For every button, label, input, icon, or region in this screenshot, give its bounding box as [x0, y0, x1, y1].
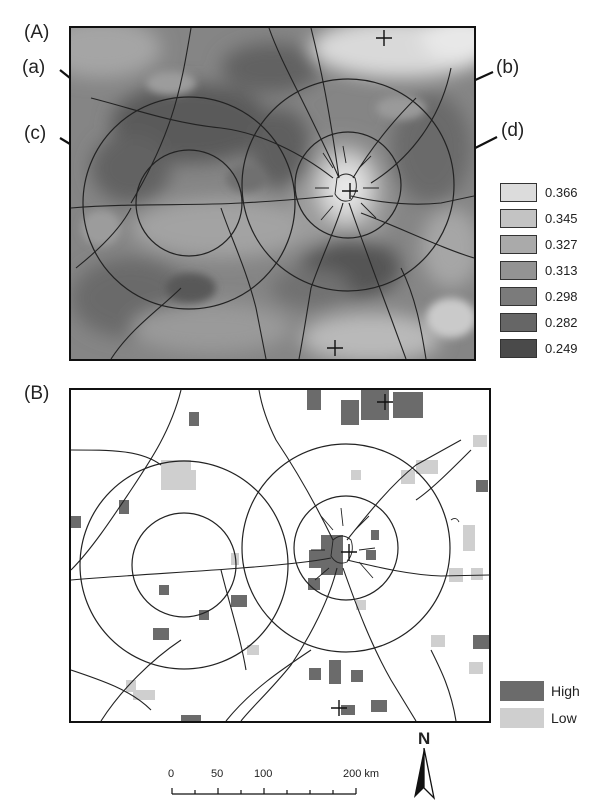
north-arrow-icon [408, 748, 440, 800]
north-arrow-label: N [418, 730, 430, 747]
scale-label-0: 0 [168, 768, 174, 780]
scale-label-50: 50 [211, 768, 223, 780]
scale-label-100: 100 [254, 768, 272, 780]
scale-label-200km: 200 km [343, 768, 379, 780]
